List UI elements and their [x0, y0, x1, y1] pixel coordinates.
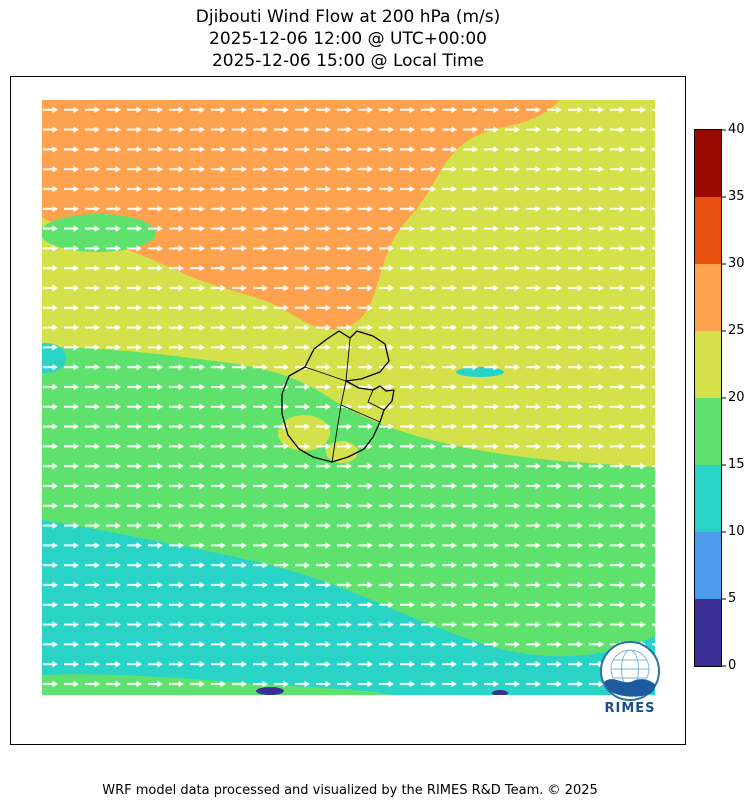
colorbar-label-40: 40	[728, 122, 745, 137]
wind-map-svg	[42, 100, 655, 695]
colorbar-segment-35-40	[695, 130, 721, 197]
colorbar-frame	[694, 129, 722, 667]
colorbar-segment-15-20	[695, 398, 721, 465]
chart-title-line-2: 2025-12-06 12:00 @ UTC+00:00	[209, 29, 487, 49]
colorbar-label-25: 25	[728, 323, 745, 338]
colorbar-label-35: 35	[728, 189, 745, 204]
colorbar-segment-20-25	[695, 331, 721, 398]
logo-text: RIMES	[604, 701, 655, 716]
djibouti-outer-border	[281, 330, 395, 463]
colorbar-segment-30-35	[695, 197, 721, 264]
rimes-logo: RIMES	[600, 641, 660, 716]
colorbar-label-0: 0	[728, 658, 737, 673]
chart-title-line-1: Djibouti Wind Flow at 200 hPa (m/s)	[195, 7, 501, 27]
quiver-arrows-layer	[42, 100, 655, 695]
colorbar-label-30: 30	[728, 256, 745, 271]
colorbar-label-5: 5	[728, 591, 737, 606]
footer-credit: WRF model data processed and visualized …	[102, 783, 598, 798]
logo-wave-icon	[604, 679, 656, 697]
colorbar-segment-5-10	[695, 532, 721, 599]
colorbar-segment-0-5	[695, 599, 721, 666]
colorbar-label-20: 20	[728, 390, 745, 405]
colorbar-segment-25-30	[695, 264, 721, 331]
colorbar-label-10: 10	[728, 524, 745, 539]
colorbar-segment-10-15	[695, 465, 721, 532]
djibouti-internal-borders	[304, 337, 385, 463]
chart-title-line-3: 2025-12-06 15:00 @ Local Time	[211, 51, 485, 71]
chart-title: Djibouti Wind Flow at 200 hPa (m/s) 2025…	[10, 6, 686, 72]
colorbar-svg	[694, 129, 726, 667]
colorbar-label-15: 15	[728, 457, 745, 472]
colorbar-ticks	[722, 129, 726, 667]
